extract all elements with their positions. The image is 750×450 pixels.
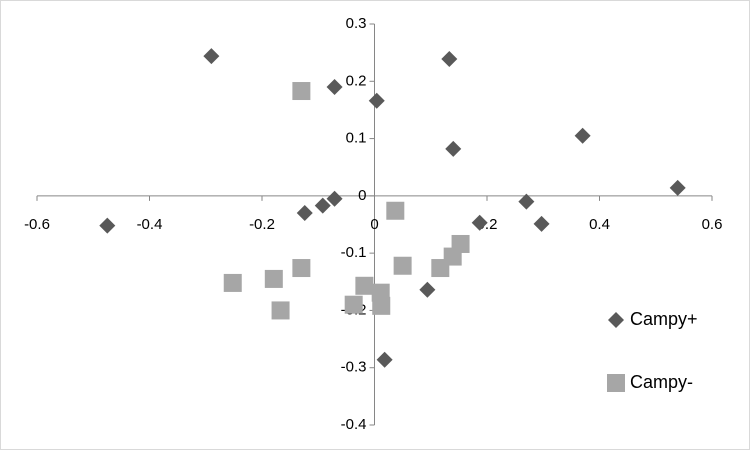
y-tick-label: -0.4: [341, 416, 367, 433]
data-point: [264, 269, 283, 288]
x-tick-label: 0.4: [589, 216, 610, 233]
data-point: [368, 92, 385, 109]
data-point: [344, 295, 363, 314]
y-tick-label: -0.3: [341, 359, 367, 376]
data-point: [355, 276, 374, 295]
data-point: [296, 205, 313, 222]
data-point: [471, 214, 488, 231]
data-point: [419, 281, 436, 298]
data-point: [292, 259, 311, 278]
data-point: [518, 193, 535, 210]
data-point: [326, 190, 343, 207]
data-point: [203, 48, 220, 65]
data-point: [376, 351, 393, 368]
data-point: [441, 50, 458, 67]
y-tick-label: 0: [358, 187, 366, 204]
data-point: [393, 256, 412, 275]
y-tick-label: 0.3: [346, 15, 367, 32]
x-tick-label: -0.4: [137, 216, 163, 233]
data-point: [372, 296, 391, 315]
data-point: [431, 259, 450, 278]
legend-marker: [608, 312, 624, 328]
data-point: [386, 201, 405, 220]
data-point: [574, 127, 591, 144]
data-point: [99, 217, 116, 234]
y-tick-label: 0.1: [346, 130, 367, 147]
data-point: [669, 179, 686, 196]
data-point: [271, 301, 290, 320]
x-tick-label: 0: [370, 216, 378, 233]
data-point: [326, 79, 343, 96]
data-point: [445, 140, 462, 157]
data-point: [533, 215, 550, 232]
legend-label: Campy+: [630, 309, 698, 329]
legend-marker: [607, 374, 625, 392]
data-point: [223, 273, 242, 292]
data-point: [292, 82, 311, 101]
x-tick-label: -0.6: [24, 216, 50, 233]
x-tick-label: 0.6: [702, 216, 723, 233]
data-point: [314, 197, 331, 214]
y-tick-label: 0.2: [346, 72, 367, 89]
y-tick-label: -0.1: [341, 244, 367, 261]
x-tick-label: -0.2: [249, 216, 275, 233]
legend-label: Campy-: [630, 372, 693, 392]
